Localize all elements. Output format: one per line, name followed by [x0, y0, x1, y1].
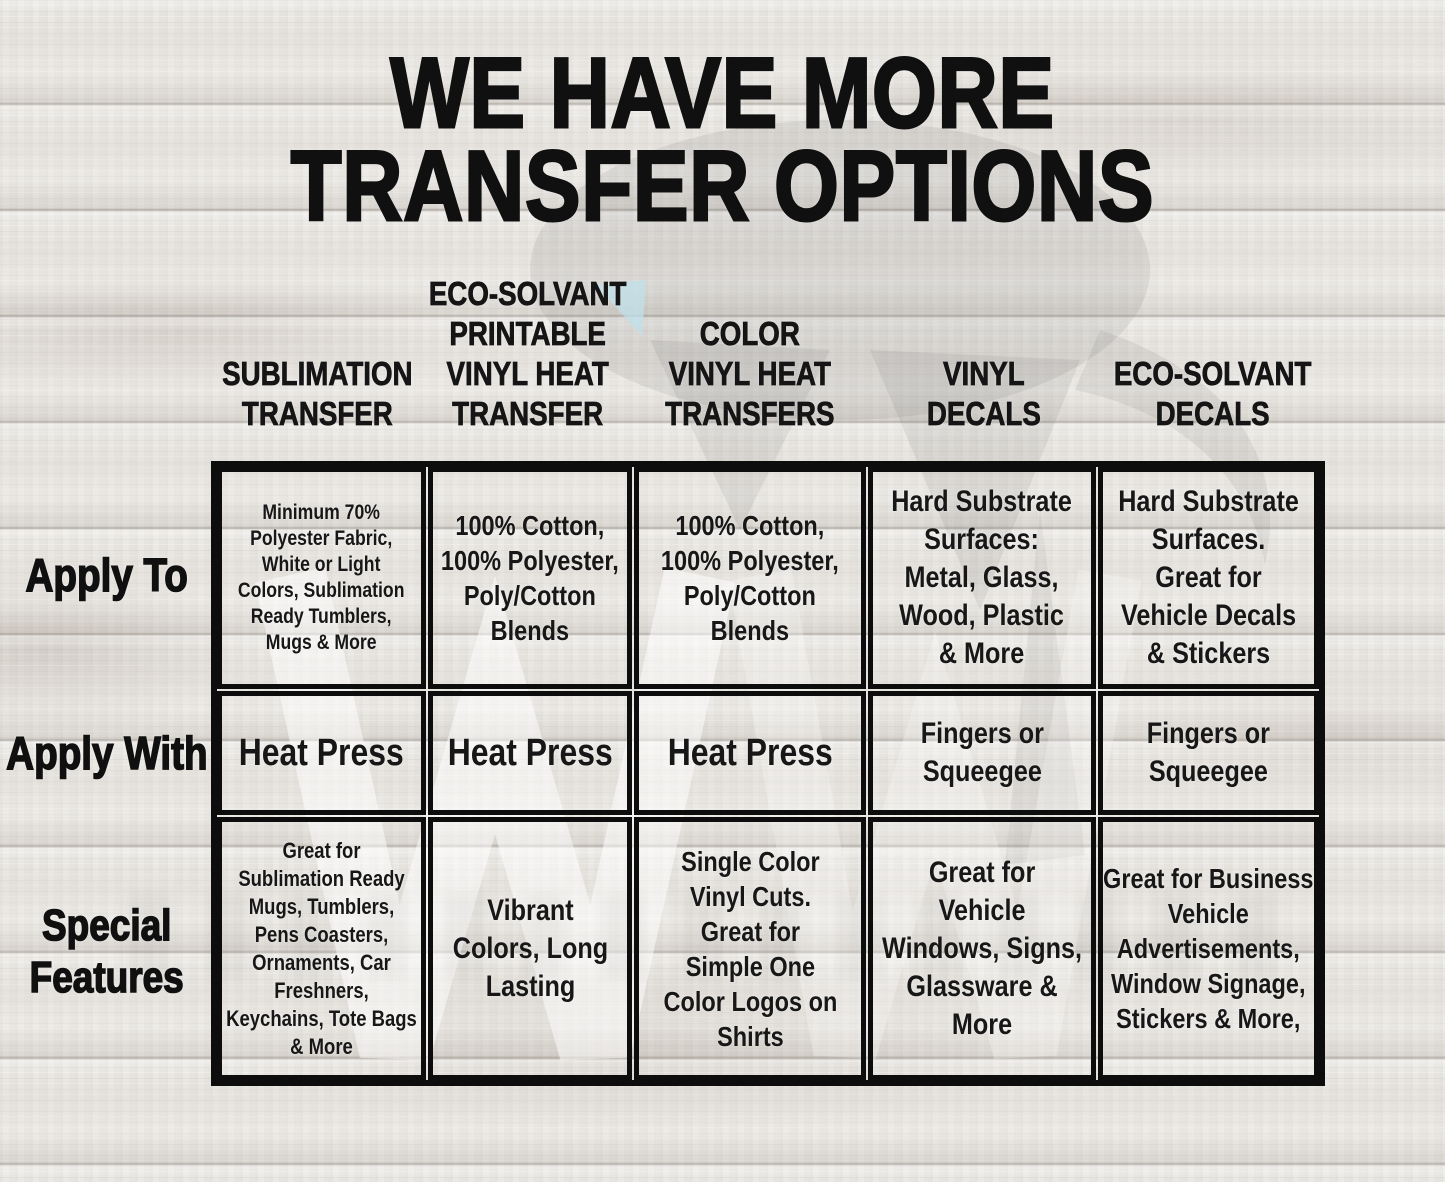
- cell-text: Single Color Vinyl Cuts. Great for Simpl…: [663, 845, 837, 1052]
- cell-apply-to-eco-solvant-printable: 100% Cotton, 100% Polyester, Poly/Cotton…: [428, 467, 632, 689]
- title-line-1: WE HAVE MORE: [389, 37, 1055, 148]
- cell-text: 100% Cotton, 100% Polyester, Poly/Cotton…: [661, 510, 839, 646]
- cell-special-features-sublimation: Great for Sublimation Ready Mugs, Tumble…: [217, 817, 426, 1080]
- cell-text: 100% Cotton, 100% Polyester, Poly/Cotton…: [441, 510, 619, 646]
- column-header-label: SUBLIMATION TRANSFER: [222, 355, 413, 433]
- column-header-eco-solvant-decals: ECO-SOLVANT DECALS: [1100, 248, 1325, 434]
- row-label-apply-with: Apply With: [6, 690, 209, 815]
- cell-text: Fingers or Squeegee: [1146, 717, 1271, 788]
- cell-text: Hard Substrate Surfaces: Metal, Glass, W…: [891, 485, 1073, 670]
- cell-text: Minimum 70% Polyester Fabric, White or L…: [238, 501, 405, 654]
- cell-text: Great for Sublimation Ready Mugs, Tumble…: [226, 837, 417, 1059]
- cell-apply-with-vinyl-decals: Fingers or Squeegee: [868, 691, 1096, 815]
- faded-watermark-text-band: [128, 893, 1313, 979]
- cell-special-features-eco-solvant-printable: Vibrant Colors, Long Lasting: [428, 817, 632, 1080]
- column-header-vinyl-decals: VINYL DECALS: [868, 248, 1100, 434]
- cell-special-features-color-vinyl: Single Color Vinyl Cuts. Great for Simpl…: [634, 817, 866, 1080]
- cell-apply-to-color-vinyl: 100% Cotton, 100% Polyester, Poly/Cotton…: [634, 467, 866, 689]
- cell-special-features-eco-solvant-decals: Great for Business Vehicle Advertisement…: [1098, 817, 1319, 1080]
- row-label-apply-to: Apply To: [8, 461, 206, 688]
- row-label-special-features: Special Features: [8, 818, 206, 1086]
- page-title: WE HAVE MORE TRANSFER OPTIONS: [0, 37, 1445, 241]
- cell-apply-with-color-vinyl: Heat Press: [634, 691, 866, 815]
- cell-text: Great for Vehicle Windows, Signs, Glassw…: [882, 855, 1083, 1041]
- cell-special-features-vinyl-decals: Great for Vehicle Windows, Signs, Glassw…: [868, 817, 1096, 1080]
- column-header-label: ECO-SOLVANT PRINTABLE VINYL HEAT TRANSFE…: [429, 275, 627, 433]
- comparison-table: Minimum 70% Polyester Fabric, White or L…: [211, 461, 1325, 1086]
- column-header-label: COLOR VINYL HEAT TRANSFERS: [665, 315, 835, 433]
- cell-apply-to-eco-solvant-decals: Hard Substrate Surfaces. Great for Vehic…: [1098, 467, 1319, 689]
- cell-text: Hard Substrate Surfaces. Great for Vehic…: [1118, 485, 1299, 670]
- row-label-text: Special Features: [29, 900, 185, 1003]
- cell-apply-to-sublimation: Minimum 70% Polyester Fabric, White or L…: [217, 467, 426, 689]
- row-label-text: Apply With: [6, 726, 209, 779]
- cell-text: Heat Press: [447, 732, 613, 774]
- title-line-2: TRANSFER OPTIONS: [289, 130, 1155, 241]
- cell-apply-to-vinyl-decals: Hard Substrate Surfaces: Metal, Glass, W…: [868, 467, 1096, 689]
- column-header-label: ECO-SOLVANT DECALS: [1113, 355, 1312, 433]
- cell-text: Great for Business Vehicle Advertisement…: [1103, 863, 1314, 1034]
- cell-apply-with-eco-solvant-printable: Heat Press: [428, 691, 632, 815]
- column-header-eco-solvant-printable-vinyl-heat-transfer: ECO-SOLVANT PRINTABLE VINYL HEAT TRANSFE…: [424, 248, 632, 434]
- cell-text: Heat Press: [238, 732, 405, 774]
- column-header-sublimation-transfer: SUBLIMATION TRANSFER: [211, 248, 424, 434]
- column-header-color-vinyl-heat-transfers: COLOR VINYL HEAT TRANSFERS: [632, 248, 868, 434]
- cell-apply-with-eco-solvant-decals: Fingers or Squeegee: [1098, 691, 1319, 815]
- cell-text: Fingers or Squeegee: [920, 717, 1044, 788]
- cell-apply-with-sublimation: Heat Press: [217, 691, 426, 815]
- column-header-label: VINYL DECALS: [927, 355, 1042, 433]
- row-label-text: Apply To: [25, 548, 189, 601]
- cell-text: Vibrant Colors, Long Lasting: [452, 893, 608, 1003]
- cell-text: Heat Press: [667, 732, 833, 774]
